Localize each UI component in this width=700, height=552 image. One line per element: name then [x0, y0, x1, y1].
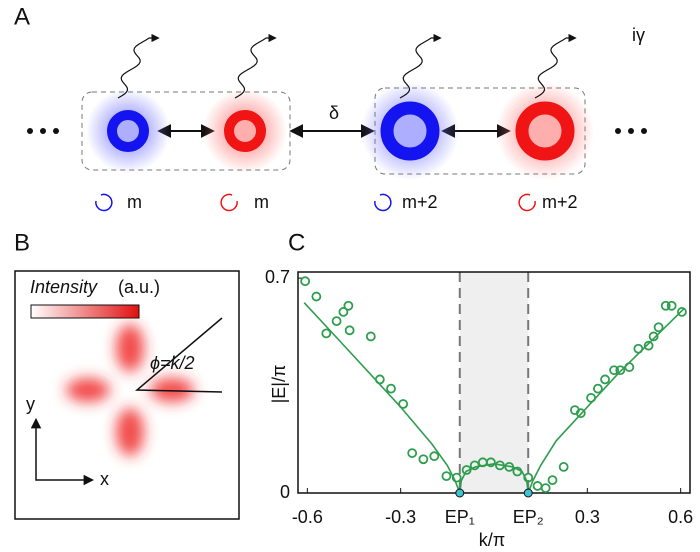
ring-glow — [361, 82, 459, 180]
mode-label: m+2 — [542, 192, 578, 212]
ring-glow — [203, 89, 287, 173]
ring-glow — [496, 82, 594, 180]
data-point — [344, 325, 355, 336]
data-point — [485, 457, 496, 468]
rotation-icon — [374, 193, 392, 212]
data-point — [600, 374, 610, 385]
data-point — [300, 276, 311, 287]
data-point — [593, 383, 603, 394]
data-point — [398, 399, 409, 409]
data-point — [311, 291, 322, 302]
x-tick-label: -0.3 — [385, 507, 416, 527]
emission — [117, 33, 160, 99]
loss-label: iγ — [632, 25, 645, 45]
axes-arrows — [30, 417, 95, 486]
emission — [534, 33, 577, 99]
ep-marker — [523, 488, 533, 498]
shaded-region — [459, 272, 529, 493]
data-point — [407, 448, 418, 458]
mode-label: m — [254, 192, 269, 212]
rotation-icon — [95, 193, 113, 212]
data-point — [643, 340, 654, 351]
x-tick-label: EP₁ — [445, 507, 475, 527]
data-point — [338, 307, 349, 317]
data-point — [418, 454, 429, 465]
lobe — [66, 378, 110, 402]
data-point — [469, 460, 480, 471]
data-point — [532, 481, 543, 491]
data-point — [615, 365, 626, 376]
ring — [515, 101, 575, 161]
data-point — [677, 307, 687, 317]
intensity-pattern — [66, 324, 194, 456]
data-point — [609, 365, 619, 376]
angle-lines — [135, 317, 223, 393]
data-point — [666, 300, 677, 311]
data-point — [441, 471, 452, 482]
emission — [234, 33, 277, 99]
fit-line — [303, 302, 685, 494]
data-point — [331, 316, 342, 327]
rotation-icon — [518, 193, 536, 212]
coupling-label: δ — [329, 103, 339, 123]
mode-label: m+2 — [402, 192, 438, 212]
x-tick-label: EP₂ — [513, 507, 544, 527]
data-point — [429, 451, 440, 462]
data-point — [575, 408, 586, 419]
panel-label: A — [14, 3, 30, 30]
data-point — [540, 483, 551, 493]
data-point — [386, 383, 396, 394]
data-point — [523, 472, 534, 483]
x-tick-label: 0.3 — [575, 507, 600, 527]
data-point — [547, 475, 558, 486]
data-point — [365, 331, 376, 342]
axis-x: x — [100, 469, 109, 489]
unit-cell — [81, 91, 291, 171]
angle-label: ϕ=k/2 — [150, 353, 195, 373]
lobe — [116, 408, 144, 456]
x-tick-label: 0.6 — [668, 507, 693, 527]
panel-b: B Intensity (a.u.) ϕ=k/2 y x — [14, 229, 240, 520]
lobe — [150, 378, 194, 402]
panel-c: C -0.6 -0.3 EP₁ EP₂ 0.3 0.6 0 0.7 k/π |E|/π — [265, 229, 693, 549]
ring-glow — [86, 89, 170, 173]
axis-y: y — [26, 394, 35, 414]
plot-frame — [297, 271, 691, 494]
intensity-unit: (a.u.) — [118, 277, 160, 297]
intensity-bar — [30, 304, 140, 319]
y-tick-label: 0.7 — [265, 267, 290, 287]
data-point — [343, 300, 354, 311]
x-tick-label: -0.6 — [292, 507, 323, 527]
y-tick-label: 0 — [280, 482, 290, 502]
ring — [380, 101, 440, 161]
mode-label: m — [127, 192, 142, 212]
data-point — [558, 462, 569, 472]
x-axis-label: k/π — [479, 530, 505, 550]
rotation-icon — [220, 193, 238, 212]
ring — [107, 110, 149, 152]
panel-label: B — [14, 229, 30, 256]
y-axis-label: |E|/π — [269, 365, 289, 404]
lobe — [116, 324, 144, 372]
ring — [224, 110, 266, 152]
data-point — [321, 328, 332, 339]
data-point — [648, 331, 659, 342]
panel-frame — [14, 270, 240, 520]
ellipsis — [27, 128, 647, 134]
ep-marker — [455, 488, 465, 498]
data-point — [660, 300, 671, 311]
panel-label: C — [288, 229, 305, 256]
emission — [399, 33, 442, 99]
intensity-label: Intensity — [30, 277, 98, 297]
data-point — [653, 322, 664, 333]
panel-a: A δ iγ m m m+2 m+2 — [14, 3, 647, 212]
